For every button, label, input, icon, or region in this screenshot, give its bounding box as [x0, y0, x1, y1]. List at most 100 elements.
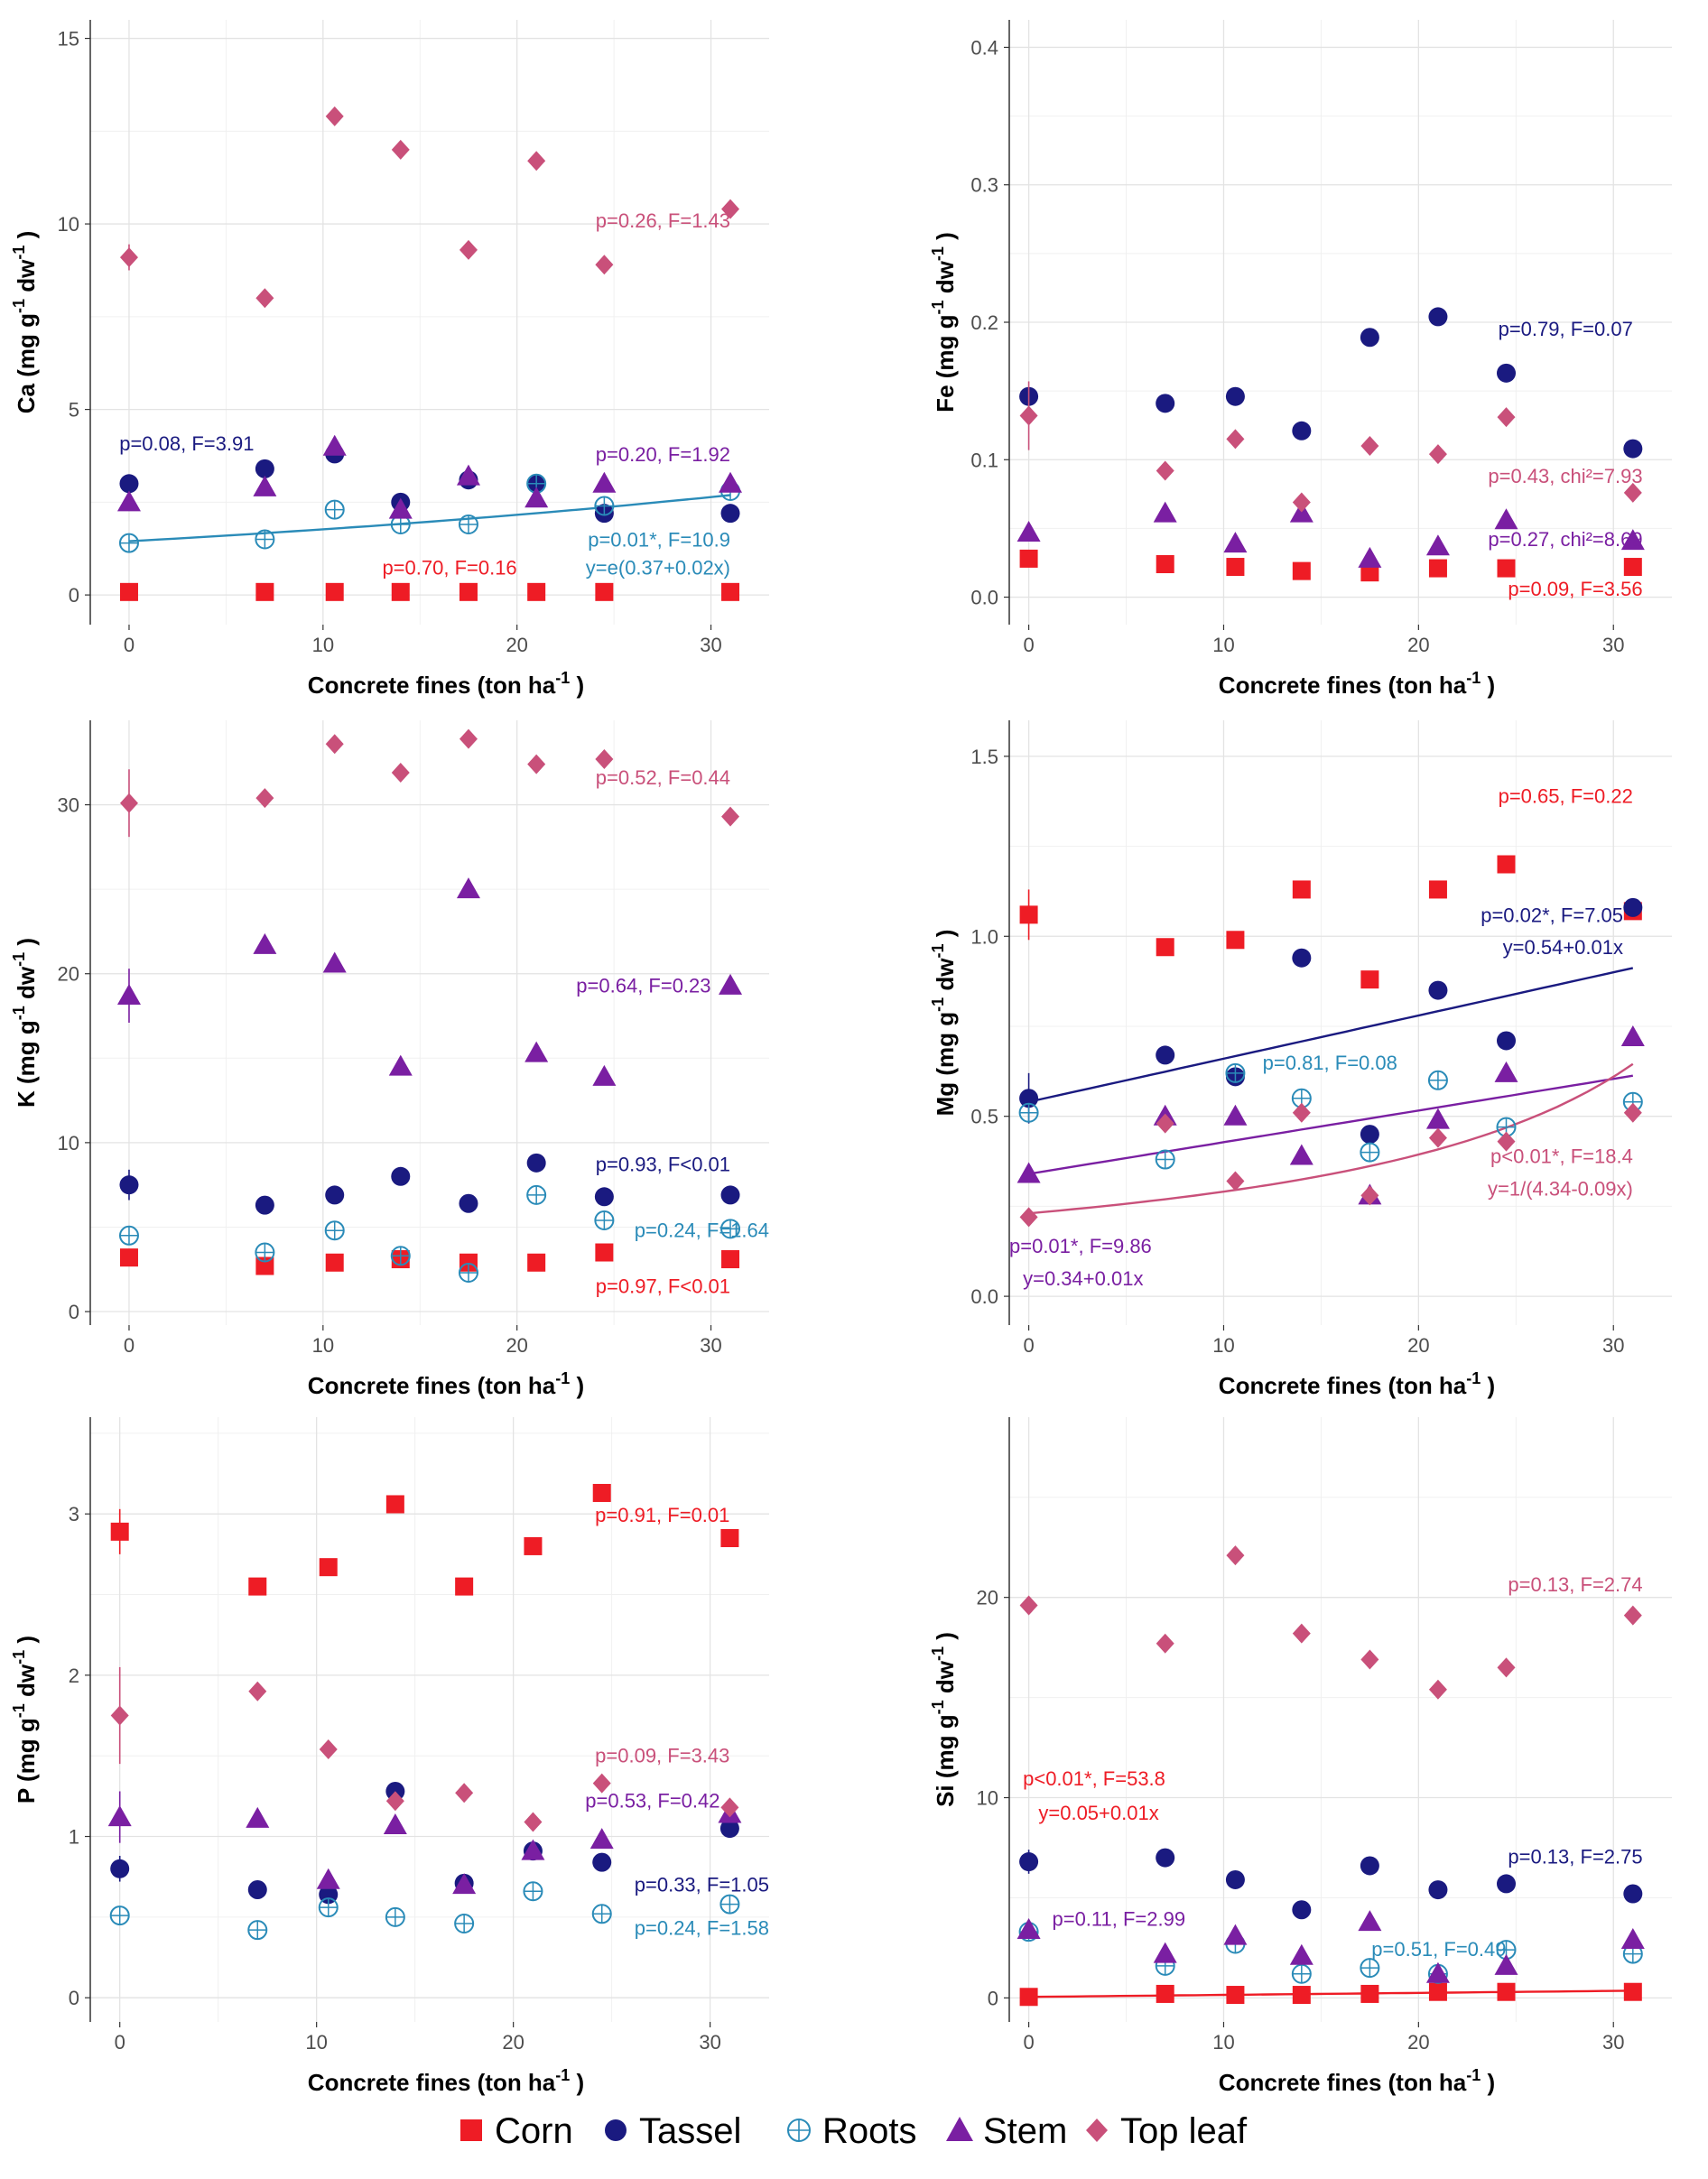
- data-point: [1497, 855, 1516, 874]
- y-tick-label: 1.5: [970, 746, 998, 768]
- data-point: [720, 504, 740, 524]
- data-point: [721, 1250, 740, 1269]
- data-point: [1019, 1595, 1038, 1616]
- series-stem: [116, 877, 743, 1086]
- data-point: [591, 1904, 612, 1924]
- data-point: [1360, 563, 1379, 582]
- legend-key: [605, 2119, 627, 2141]
- data-point: [592, 471, 617, 493]
- legend-item-stem: Stem: [946, 2111, 1067, 2151]
- x-axis-label: Concrete fines (ton ha-1 ): [308, 669, 584, 699]
- data-point: [1360, 1185, 1379, 1206]
- data-point: [255, 459, 274, 478]
- y-tick-label: 0: [69, 1987, 79, 2009]
- y-tick-label: 0: [988, 1987, 998, 2009]
- x-tick-label: 20: [502, 2031, 524, 2054]
- data-point: [385, 1791, 404, 1812]
- data-point: [1360, 1984, 1379, 2003]
- data-point: [391, 139, 410, 160]
- data-point: [595, 1243, 614, 1262]
- data-point: [521, 1839, 545, 1860]
- data-point: [524, 487, 549, 508]
- data-point: [1019, 905, 1038, 924]
- stat-annotation: p=0.24, F=1.64: [635, 1219, 769, 1242]
- x-tick-label: 0: [1023, 1334, 1034, 1357]
- data-point: [1225, 1062, 1246, 1083]
- stat-annotation: p=0.09, F=3.43: [595, 1744, 729, 1766]
- data-point: [325, 582, 344, 601]
- data-point: [595, 255, 614, 275]
- data-point: [721, 806, 740, 827]
- y-tick-label: 0: [69, 1301, 79, 1323]
- x-tick-label: 20: [1407, 2031, 1429, 2054]
- fit-line-roots: [128, 494, 731, 542]
- data-point: [255, 1195, 274, 1215]
- y-tick-label: 0.1: [970, 449, 998, 471]
- data-point: [1226, 1986, 1245, 2005]
- data-point: [1623, 439, 1643, 459]
- data-point: [1497, 407, 1516, 428]
- data-point: [1292, 561, 1311, 580]
- stat-annotation: p=0.64, F=0.23: [576, 974, 710, 997]
- data-point: [594, 496, 615, 516]
- y-tick-label: 0.0: [970, 1285, 998, 1308]
- data-point: [719, 973, 743, 995]
- data-point: [594, 1187, 614, 1207]
- y-tick-label: 0.3: [970, 174, 998, 197]
- data-point: [1623, 1982, 1642, 2001]
- y-tick-label: 20: [58, 963, 79, 986]
- data-point: [1428, 1982, 1447, 2001]
- data-point: [1226, 1545, 1245, 1566]
- x-tick-label: 30: [1602, 634, 1624, 656]
- data-point: [1292, 880, 1311, 899]
- data-point: [595, 749, 614, 770]
- data-point: [1425, 534, 1450, 556]
- stat-annotation: p=0.52, F=0.44: [596, 766, 730, 789]
- data-point: [720, 1529, 739, 1547]
- data-point: [1291, 1963, 1312, 1984]
- data-point: [247, 1879, 267, 1899]
- data-point: [253, 932, 277, 954]
- legend-label: Roots: [822, 2111, 917, 2151]
- data-point: [246, 1806, 270, 1828]
- data-point: [1226, 429, 1245, 450]
- y-tick-label: 10: [58, 213, 79, 236]
- data-point: [319, 1739, 338, 1760]
- data-point: [1428, 444, 1447, 465]
- data-point: [322, 434, 347, 456]
- data-point: [1623, 482, 1642, 503]
- x-axis-label: Concrete fines (ton ha-1 ): [1219, 669, 1495, 699]
- series-top-leaf: [1019, 1545, 1642, 1700]
- data-point: [1016, 520, 1041, 542]
- data-point: [524, 1041, 549, 1062]
- y-tick-label: 0.0: [970, 587, 998, 609]
- data-point: [1425, 1961, 1450, 1983]
- data-point: [385, 1906, 405, 1927]
- data-point: [247, 1920, 268, 1941]
- data-point: [391, 582, 410, 601]
- data-point: [1360, 1142, 1380, 1163]
- data-point: [1623, 1884, 1643, 1904]
- data-point: [388, 497, 413, 519]
- data-point: [119, 474, 139, 494]
- y-tick-label: 1.0: [970, 925, 998, 948]
- legend-item-corn: Corn: [460, 2111, 573, 2151]
- legend-label: Stem: [983, 2111, 1067, 2151]
- stat-annotation: p=0.09, F=3.56: [1508, 578, 1642, 600]
- data-point: [1225, 386, 1245, 406]
- stat-annotation: y=0.54+0.01x: [1503, 936, 1623, 959]
- series-stem: [107, 1791, 742, 1895]
- x-tick-label: 30: [1602, 1334, 1624, 1357]
- y-tick-label: 15: [58, 28, 79, 51]
- data-point: [1428, 1127, 1447, 1148]
- gridlines: [90, 20, 769, 625]
- x-tick-label: 0: [115, 2031, 125, 2054]
- data-point: [524, 1812, 543, 1832]
- data-point: [318, 1897, 339, 1918]
- data-point: [255, 788, 274, 809]
- stat-annotation: p<0.01*, F=53.8: [1023, 1767, 1165, 1790]
- data-point: [324, 1220, 345, 1241]
- series-top-leaf: [119, 728, 740, 838]
- data-point: [1428, 1679, 1447, 1700]
- y-axis-label: P (mg g-1 dw-1 ): [10, 1636, 40, 1803]
